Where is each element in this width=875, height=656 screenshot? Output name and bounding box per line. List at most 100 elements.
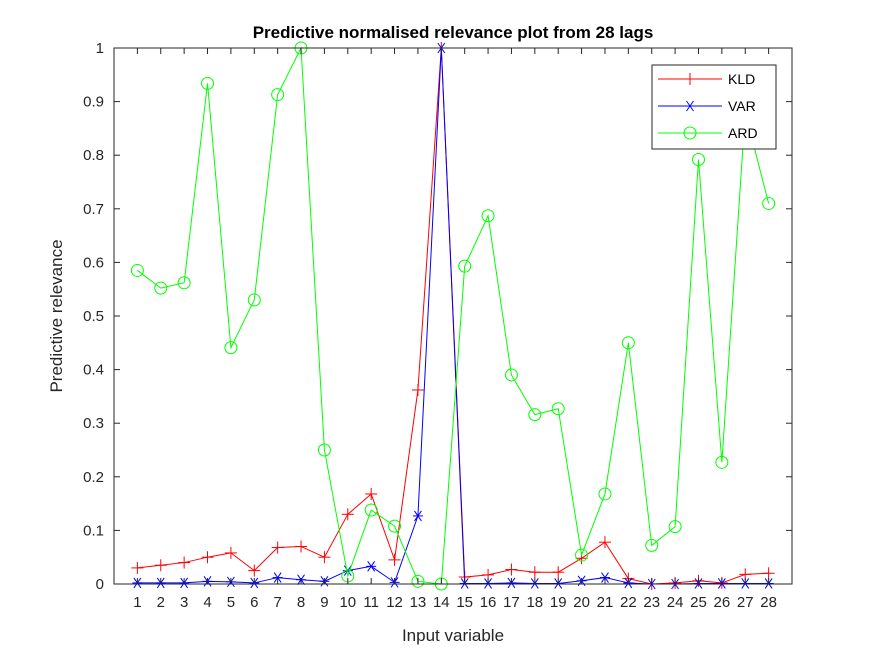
legend-item-ard: ARD — [658, 125, 758, 141]
data-point-ard — [551, 402, 565, 416]
data-point-ard — [388, 519, 402, 533]
y-tick-label: 0.8 — [83, 147, 104, 164]
data-point-var — [366, 561, 377, 572]
x-tick-label: 14 — [433, 594, 450, 611]
data-point-kld — [365, 487, 378, 500]
x-tick-label: 21 — [597, 594, 614, 611]
x-tick-label: 17 — [503, 594, 520, 611]
x-tick-label: 7 — [273, 594, 281, 611]
data-point-kld — [154, 559, 167, 572]
x-axis-label: Input variable — [402, 626, 504, 645]
data-point-kld — [505, 563, 518, 576]
legend-label-kld: KLD — [728, 71, 755, 87]
data-point-var — [412, 510, 423, 522]
y-tick-label: 0.5 — [83, 308, 104, 325]
legend-marker-kld — [684, 73, 696, 85]
data-point-ard — [247, 293, 261, 307]
x-tick-label: 23 — [643, 594, 660, 611]
data-point-ard — [177, 276, 191, 290]
x-tick-label: 9 — [320, 594, 328, 611]
legend-marker-ard — [683, 126, 697, 140]
data-point-ard — [364, 503, 378, 517]
data-point-ard — [317, 443, 331, 457]
data-point-ard — [504, 368, 518, 382]
y-tick-label: 0.1 — [83, 522, 104, 539]
x-tick-label: 18 — [526, 594, 543, 611]
x-tick-label: 3 — [180, 594, 188, 611]
y-tick-label: 0 — [96, 576, 104, 593]
legend-marker-var — [685, 100, 695, 112]
x-tick-label: 4 — [203, 594, 211, 611]
data-point-kld — [201, 551, 214, 564]
x-tick-label: 12 — [386, 594, 403, 611]
data-point-ard — [715, 455, 729, 469]
data-point-kld — [528, 566, 541, 579]
data-point-ard — [224, 341, 238, 355]
data-point-ard — [575, 548, 589, 562]
x-tick-label: 8 — [297, 594, 305, 611]
x-tick-label: 11 — [363, 594, 379, 611]
y-tick-label: 0.7 — [83, 201, 104, 218]
data-point-var — [599, 572, 610, 583]
x-tick-label: 13 — [410, 594, 427, 611]
data-point-ard — [411, 574, 425, 588]
x-tick-label: 20 — [573, 594, 590, 611]
legend-label-var: VAR — [728, 98, 756, 114]
data-point-kld — [131, 561, 144, 574]
series-ard — [130, 41, 776, 591]
data-point-ard — [271, 88, 285, 102]
data-point-ard — [668, 520, 682, 534]
data-point-kld — [341, 508, 354, 521]
data-point-kld — [598, 536, 611, 549]
x-tick-label: 2 — [157, 594, 165, 611]
y-tick-label: 0.4 — [83, 362, 104, 379]
x-tick-label: 1 — [133, 594, 141, 611]
x-tick-label: 5 — [227, 594, 235, 611]
series-line-ard — [137, 46, 770, 585]
data-point-ard — [621, 336, 635, 350]
data-point-kld — [271, 541, 284, 554]
data-point-ard — [645, 538, 659, 552]
data-point-ard — [762, 196, 776, 210]
x-tick-label: 10 — [339, 594, 356, 611]
legend-item-kld: KLD — [658, 71, 755, 87]
data-point-ard — [154, 281, 168, 295]
data-point-kld — [248, 564, 261, 577]
x-tick-label: 19 — [550, 594, 567, 611]
y-tick-label: 0.3 — [83, 415, 104, 432]
legend: KLD VAR ARD — [651, 64, 777, 150]
legend-item-var: VAR — [658, 98, 756, 114]
y-tick-label: 0.9 — [83, 94, 104, 111]
y-tick-label: 1 — [96, 40, 104, 57]
data-point-ard — [528, 408, 542, 422]
x-tick-label: 16 — [480, 594, 497, 611]
x-tick-label: 22 — [620, 594, 637, 611]
data-point-kld — [318, 551, 331, 564]
data-point-ard — [458, 259, 472, 273]
legend-label-ard: ARD — [728, 125, 758, 141]
x-tick-label: 26 — [714, 594, 731, 611]
data-point-ard — [130, 263, 144, 277]
data-point-ard — [691, 152, 705, 166]
data-point-kld — [295, 540, 308, 553]
x-tick-label: 27 — [737, 594, 754, 611]
ticks-layer: 00.10.20.30.40.50.60.70.80.911 2 3 4 5 6 7 8 9 10… — [83, 40, 792, 611]
data-point-kld — [388, 553, 401, 566]
data-point-kld — [178, 556, 191, 569]
data-point-kld — [411, 383, 424, 396]
x-tick-label: 15 — [456, 594, 473, 611]
data-point-var — [272, 572, 283, 583]
y-tick-label: 0.6 — [83, 254, 104, 271]
chart-title: Predictive normalised relevance plot fro… — [253, 23, 654, 42]
y-axis-label: Predictive relevance — [47, 239, 66, 392]
x-tick-label: 6 — [250, 594, 258, 611]
data-point-kld — [552, 566, 565, 579]
x-tick-label: 25 — [690, 594, 707, 611]
data-point-ard — [201, 76, 215, 90]
data-point-kld — [224, 546, 237, 559]
x-tick-label: 28 — [760, 594, 777, 611]
data-point-kld — [762, 567, 775, 580]
data-point-ard — [481, 209, 495, 223]
